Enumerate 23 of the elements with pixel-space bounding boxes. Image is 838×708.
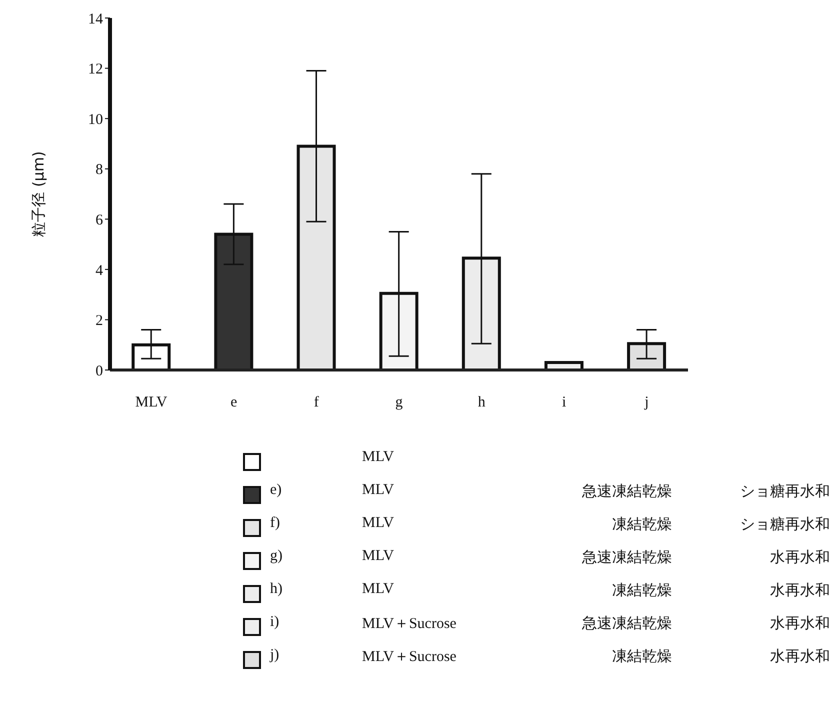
x-tick-label: h [478,394,486,411]
y-tick-label: 8 [96,162,103,178]
y-tick-label: 6 [96,212,104,228]
x-tick-label: j [644,394,649,411]
y-axis-title: 粒子径 (μm) [29,151,48,237]
text: g) MLV 急速凍結乾燥 水再水和 [270,548,830,566]
text: MLV [362,449,394,466]
x-tick-label: f [314,394,319,411]
text: i) MLV＋Sucrose 急速凍結乾燥 水再水和 [270,614,830,632]
y-tick-label: 2 [96,313,103,330]
x-tick-label: g [395,394,404,411]
y-tick-label: 12 [88,62,103,78]
text: j) MLV＋Sucrose 凍結乾燥 水再水和 [270,647,830,665]
text: f) MLV 凍結乾燥 ショ糖再水和 [270,515,830,533]
text: h) MLV 凍結乾燥 水再水和 [270,581,830,599]
y-tick-label: 0 [96,363,103,380]
y-tick-label: 10 [88,112,103,128]
x-tick-label: MLV [135,394,168,411]
y-tick-label: 14 [88,11,104,28]
y-tick-label: 4 [96,262,104,279]
text: e) MLV 急速凍結乾燥 ショ糖再水和 [270,482,830,500]
x-tick-label: i [562,394,566,411]
x-tick-label: e [230,394,238,411]
